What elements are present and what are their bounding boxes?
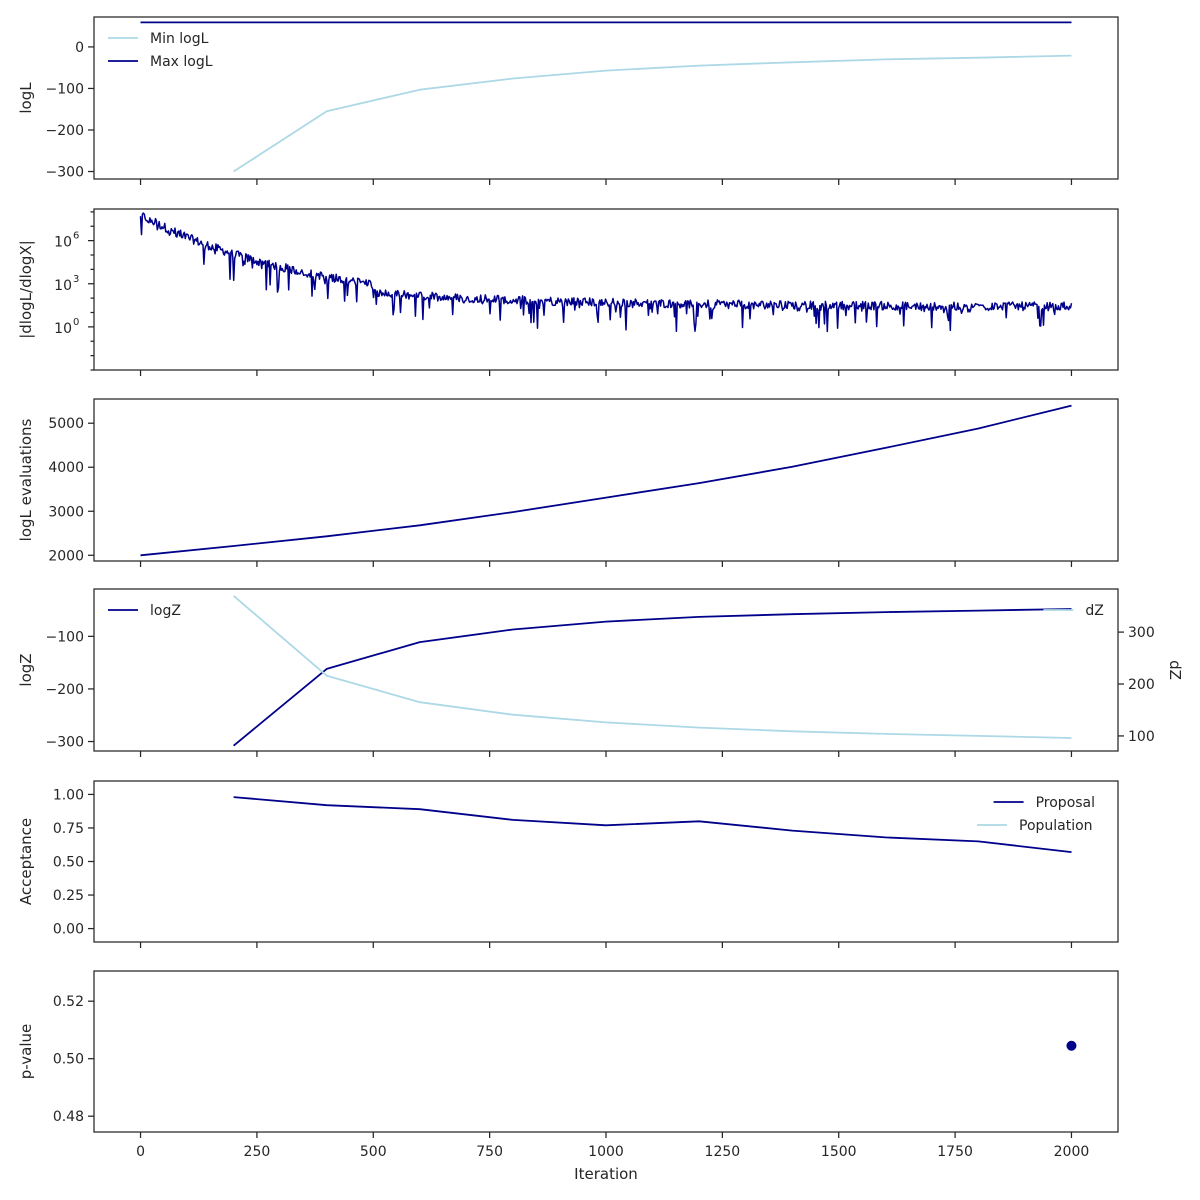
plot-frame: [93, 398, 1119, 562]
series-line-0: [139, 212, 1073, 333]
plot-frame: [93, 970, 1119, 1133]
y2-tick-label: 200: [1128, 677, 1155, 693]
y-tick-label: 0.25: [53, 888, 84, 904]
legend-label: Population: [1019, 818, 1093, 834]
y-tick-label: 5000: [48, 416, 84, 432]
plot-frame: [93, 780, 1119, 943]
x-tick-label: 2000: [1054, 1144, 1090, 1160]
x-tick-label: 1000: [588, 1144, 624, 1160]
x-tick-label: 250: [244, 1144, 271, 1160]
y-tick-label: 0.75: [53, 821, 84, 837]
y-tick-label: 0.52: [53, 994, 84, 1010]
scatter-point: [1066, 1040, 1077, 1051]
plot-frame: [93, 208, 1119, 371]
y-tick-label: −100: [46, 629, 84, 645]
y-tick-label: 3000: [48, 504, 84, 520]
y-axis-label: logL evaluations: [17, 418, 35, 541]
x-tick-label: 750: [476, 1144, 503, 1160]
y-tick-label: 4000: [48, 460, 84, 476]
legend-label: logZ: [150, 603, 181, 619]
y-tick-label: 10: [54, 235, 72, 251]
y-tick-label: −200: [46, 682, 84, 698]
panel-dlogl-dlogx: 10 010 310 6|dlogL/dlogX|: [17, 208, 1119, 376]
panel-logl-evaluations: 2000 3000 4000 5000 logL evaluations: [17, 398, 1119, 567]
y2-axis-label: dZ: [1166, 660, 1184, 680]
series-line-1: [233, 595, 1072, 739]
x-axis-label: Iteration: [574, 1165, 638, 1183]
y-tick-label: 10: [54, 321, 72, 337]
series-line-0: [140, 404, 1072, 557]
legend-label: Proposal: [1036, 795, 1095, 811]
panel-acceptance: 1.00 0.75 0.50 0.25 0.00 Acceptance Proposal Po…: [17, 780, 1119, 948]
y-axis-label: Acceptance: [17, 818, 35, 905]
panel-logz: −100 −200 −300 100 200 300 dZ logZ logZ dZ: [17, 588, 1184, 757]
plot-frame: [93, 588, 1119, 752]
y-tick-label: 0.50: [53, 855, 84, 871]
y-tick-label: 10: [54, 278, 72, 294]
y-axis-label: logZ: [17, 653, 35, 686]
x-tick-label: 1500: [821, 1144, 857, 1160]
y-tick-exponent: 6: [73, 231, 79, 242]
x-tick-label: 0: [136, 1144, 145, 1160]
y-tick-exponent: 0: [73, 317, 79, 328]
y-tick-label: −300: [46, 165, 84, 181]
y-tick-label: −300: [46, 735, 84, 751]
y-axis-label: logL: [17, 82, 35, 114]
panel-logl: 0 −100 −200 −300 logL Min logL Max logL: [17, 16, 1119, 185]
y2-tick-label: 100: [1128, 729, 1155, 745]
series-line-0: [233, 796, 1072, 853]
series-line-0: [233, 54, 1072, 173]
y-tick-label: 1.00: [53, 787, 84, 803]
y-tick-label: −200: [46, 123, 84, 139]
x-tick-label: 1250: [705, 1144, 741, 1160]
y2-tick-label: 300: [1128, 625, 1155, 641]
y-tick-label: 2000: [48, 548, 84, 564]
legend-label: Min logL: [150, 31, 209, 47]
series-line-0: [233, 608, 1072, 747]
y-tick-label: 0.48: [53, 1109, 84, 1125]
legend-label: Max logL: [150, 54, 213, 70]
legend-label: dZ: [1085, 603, 1103, 619]
x-tick-label: 500: [360, 1144, 387, 1160]
y-tick-label: −100: [46, 81, 84, 97]
plot-frame: [93, 16, 1119, 180]
y-tick-label: 0: [75, 40, 84, 56]
y-tick-label: 0.50: [53, 1052, 84, 1068]
y-axis-label: p-value: [17, 1024, 35, 1080]
y-tick-exponent: 3: [73, 274, 79, 285]
y-axis-label: |dlogL/dlogX|: [17, 240, 35, 339]
y-tick-label: 0.00: [53, 922, 84, 938]
panel-p-value: 0.52 0.50 0.48 0 250 500 750 1000 1250 1500 1750 20…: [17, 970, 1119, 1183]
x-tick-label: 1750: [937, 1144, 973, 1160]
